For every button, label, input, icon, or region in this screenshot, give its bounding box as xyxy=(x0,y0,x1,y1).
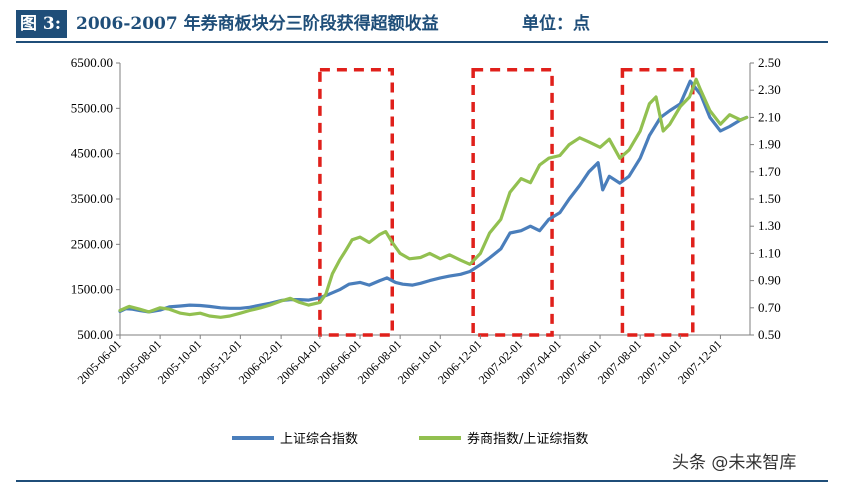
highlight-boxes xyxy=(318,68,695,337)
highlight-box xyxy=(620,68,695,337)
left-tick-label: 6500.00 xyxy=(71,55,113,70)
legend-label: 券商指数/上证综指数 xyxy=(467,431,588,447)
left-tick-label: 2500.00 xyxy=(71,236,113,251)
left-tick-label: 3500.00 xyxy=(71,191,113,206)
watermark: 头条 @未来智库 xyxy=(672,453,797,473)
right-tick-label: 0.70 xyxy=(758,300,781,315)
figure-title: 2006-2007 年券商板块分三阶段获得超额收益 xyxy=(76,14,439,34)
series-line-2 xyxy=(118,77,749,319)
legend-label: 上证综合指数 xyxy=(280,432,358,447)
right-tick-label: 0.90 xyxy=(758,273,781,288)
left-tick-label: 1500.00 xyxy=(71,282,113,297)
right-tick-label: 0.50 xyxy=(758,327,781,342)
top-divider xyxy=(16,41,828,43)
left-axis-ticks: 500.00 1500.00 2500.00 3500.00 4500.00 5500.0… xyxy=(71,55,120,342)
series-line-1 xyxy=(118,79,749,314)
right-tick-label: 2.10 xyxy=(758,109,781,124)
bottom-divider xyxy=(16,480,828,482)
right-tick-label: 1.50 xyxy=(758,191,781,206)
right-tick-label: 1.70 xyxy=(758,164,781,179)
series-lines xyxy=(118,77,749,319)
right-tick-label: 1.10 xyxy=(758,245,781,260)
chart-legend: 上证综合指数 券商指数/上证综指数 xyxy=(232,431,588,447)
x-axis-ticks: 2005-06-012005-08-012005-10-012005-12-01… xyxy=(75,335,725,387)
chart-axes xyxy=(119,63,751,336)
highlight-box xyxy=(318,68,395,337)
right-axis-ticks: 0.50 0.70 0.90 1.10 1.30 1.50 1.70 1.90 2.10 2.30… xyxy=(750,55,781,342)
unit-label: 单位：点 xyxy=(522,14,590,34)
right-tick-label: 1.90 xyxy=(758,137,781,152)
left-tick-label: 4500.00 xyxy=(71,146,113,161)
figure-header: 图 3: 2006-2007 年券商板块分三阶段获得超额收益 单位：点 xyxy=(16,8,828,40)
x-tick-label: 2007-12-01 xyxy=(675,337,724,386)
right-tick-label: 2.30 xyxy=(758,82,781,97)
highlight-box xyxy=(471,68,554,337)
figure-label: 图 3: xyxy=(16,10,68,38)
left-tick-label: 500.00 xyxy=(77,327,113,342)
right-tick-label: 1.30 xyxy=(758,218,781,233)
left-tick-label: 5500.00 xyxy=(71,100,113,115)
right-tick-label: 2.50 xyxy=(758,55,781,70)
